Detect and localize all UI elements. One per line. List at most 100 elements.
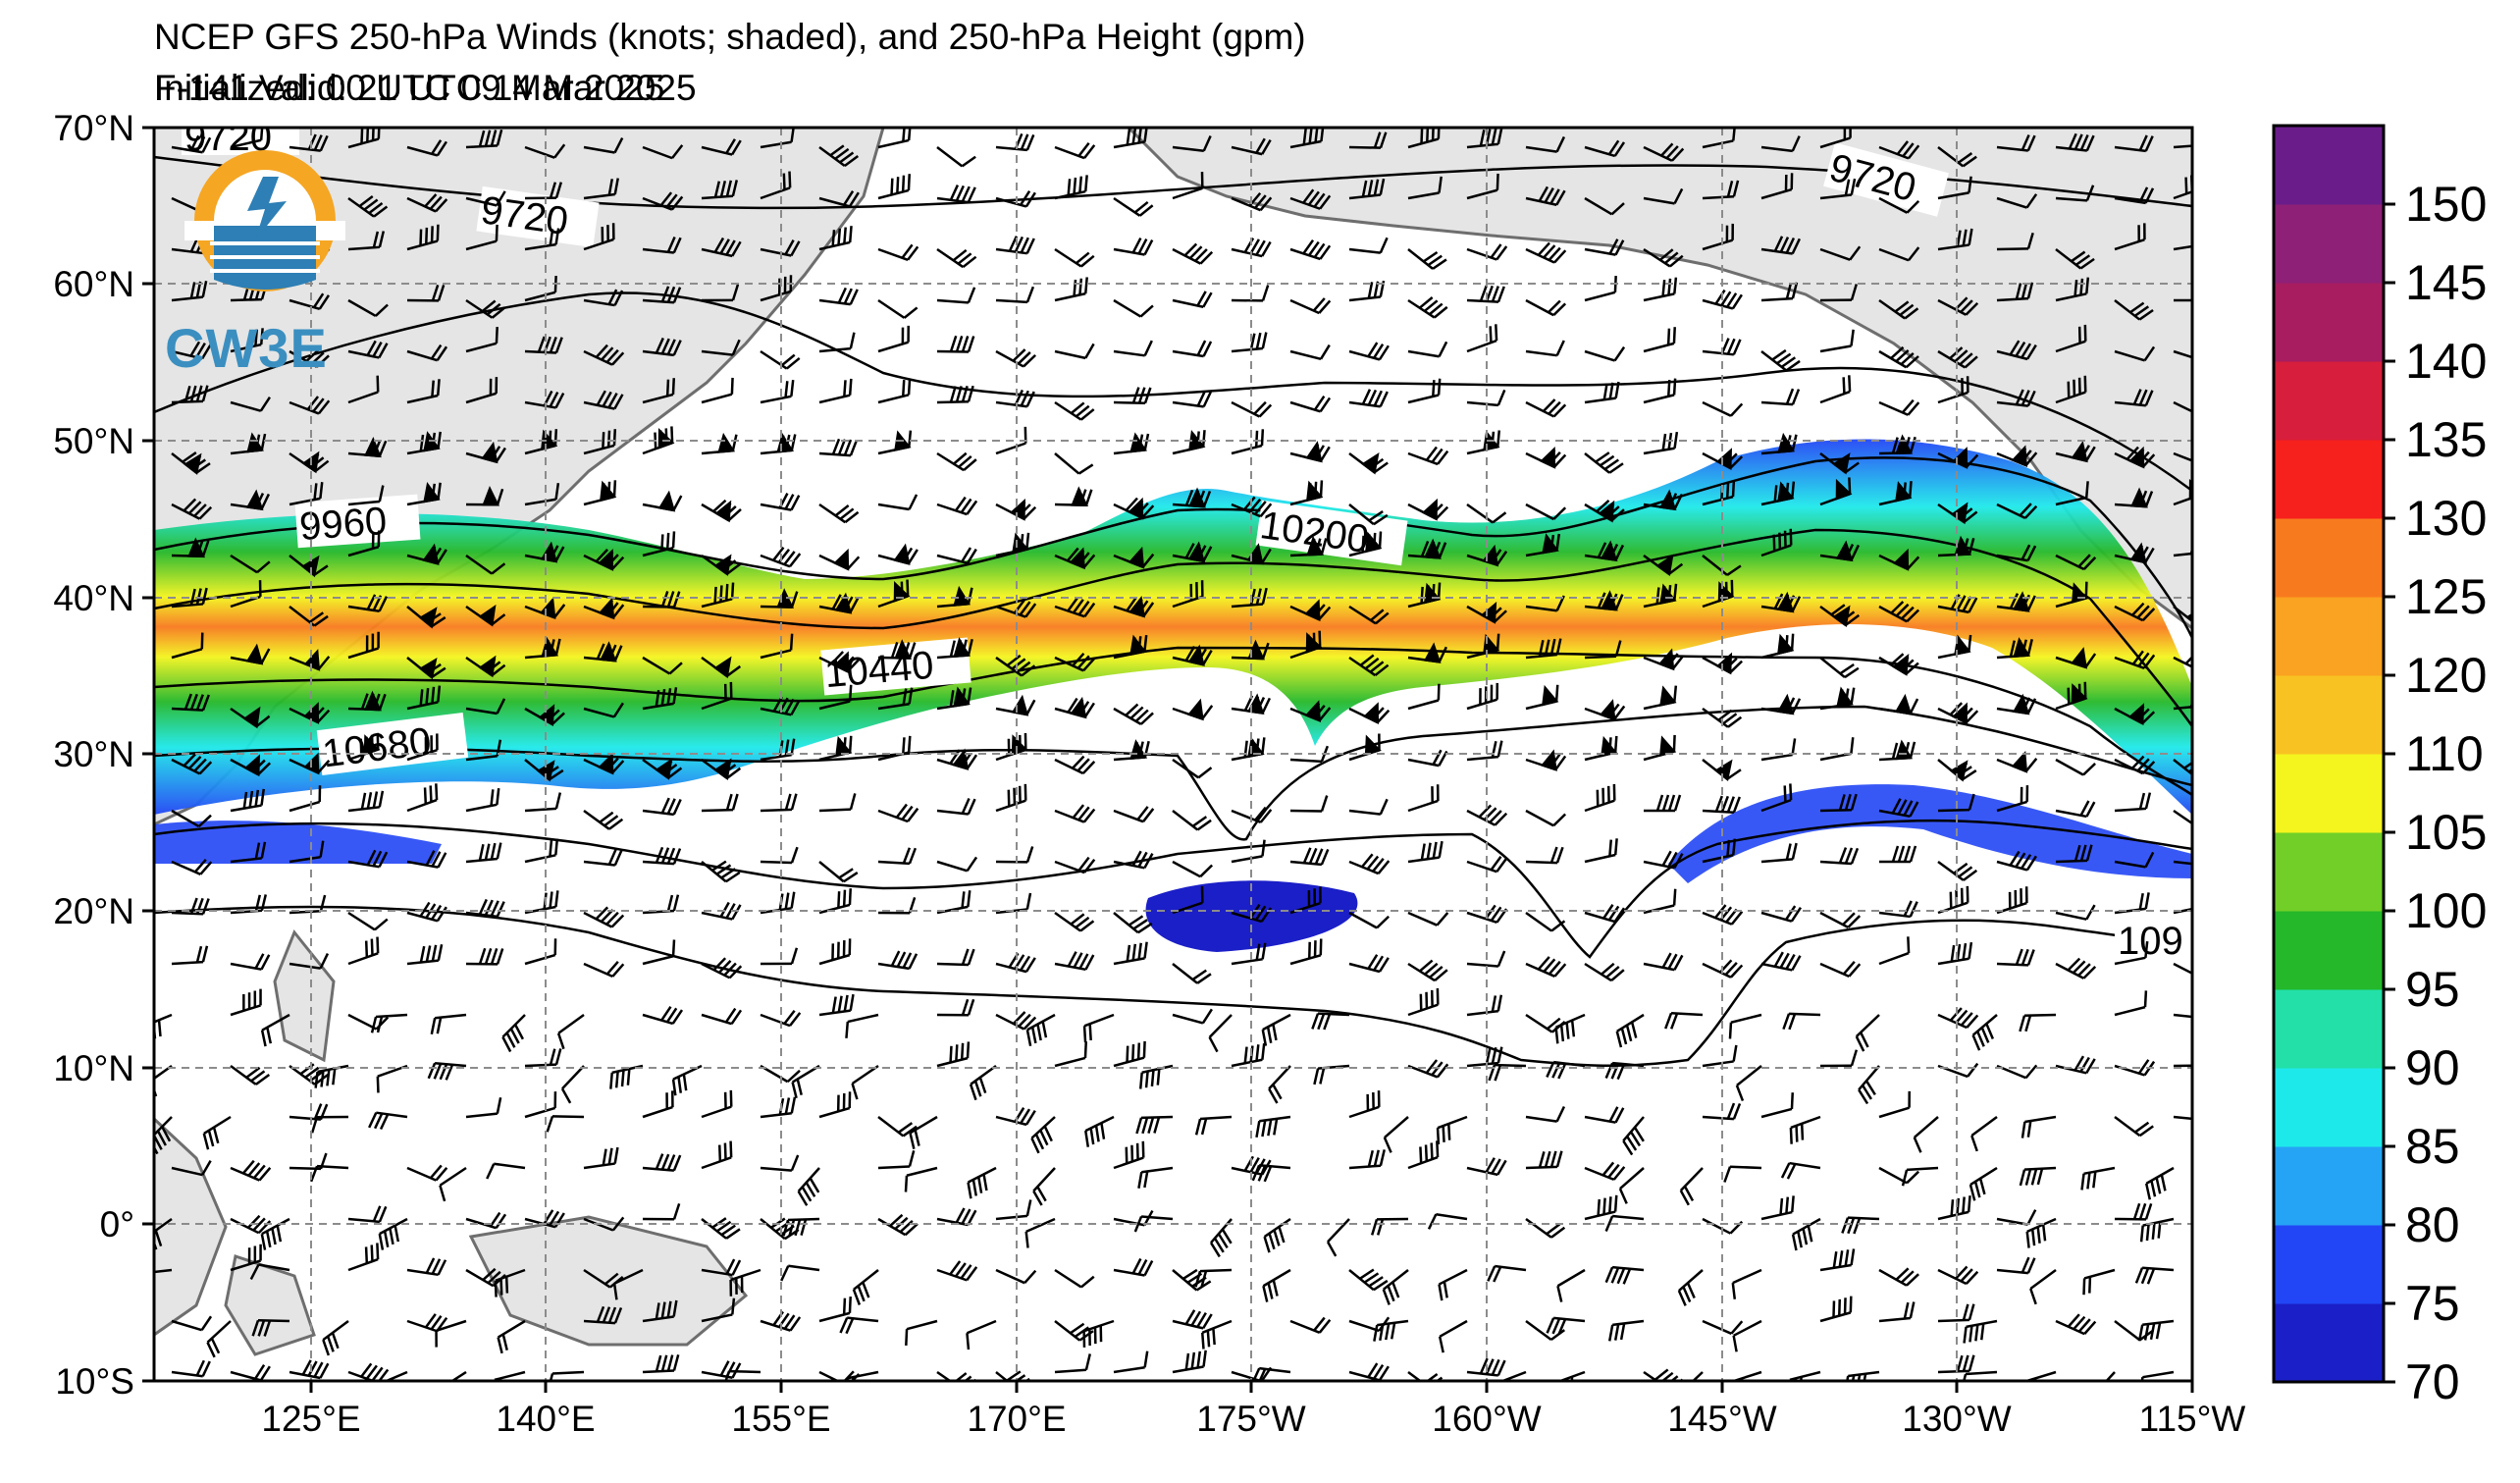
lat-label: 50°N bbox=[53, 421, 134, 461]
wind-barb bbox=[851, 1064, 879, 1100]
wind-barb bbox=[1584, 640, 1622, 660]
wind-barb bbox=[2114, 941, 2149, 966]
wind-barb bbox=[701, 377, 734, 404]
wind-barb bbox=[314, 1064, 349, 1088]
wind-barb bbox=[1025, 1013, 1056, 1046]
wind-barb bbox=[1113, 1257, 1154, 1277]
wind-barb bbox=[347, 340, 389, 359]
wind-barb bbox=[1996, 948, 2035, 967]
wind-barb bbox=[1878, 653, 1919, 676]
wind-barb bbox=[2114, 650, 2156, 669]
wind-barb bbox=[1427, 1212, 1468, 1230]
wind-barb bbox=[230, 1064, 271, 1086]
wind-barb bbox=[1138, 1064, 1174, 1089]
wind-barb bbox=[1054, 804, 1096, 823]
wind-barb bbox=[1054, 597, 1096, 618]
wind-barb bbox=[497, 1319, 526, 1354]
wind-barb bbox=[1466, 994, 1503, 1017]
wind-barb bbox=[1113, 1140, 1145, 1170]
wind-barb bbox=[701, 180, 739, 200]
wind-barb bbox=[1554, 1013, 1586, 1044]
wind-barb bbox=[1172, 1350, 1207, 1374]
wind-barb bbox=[2114, 186, 2155, 205]
wind-barb bbox=[1084, 1115, 1115, 1147]
wind-barb bbox=[1937, 146, 1977, 168]
colorbar-tick-label: 130 bbox=[2405, 491, 2487, 546]
colorbar-swatch bbox=[2274, 518, 2384, 598]
wind-barb bbox=[995, 1199, 1032, 1221]
wind-barb bbox=[486, 1162, 526, 1180]
wind-barb bbox=[1289, 630, 1323, 660]
wind-barb bbox=[583, 849, 623, 867]
wind-barb bbox=[2055, 441, 2096, 463]
colorbar-swatch bbox=[2274, 832, 2384, 912]
wind-barb bbox=[230, 396, 271, 412]
wind-barb bbox=[171, 693, 210, 712]
wind-barb bbox=[2082, 1268, 2116, 1296]
wind-barb bbox=[2114, 892, 2150, 915]
wind-barb bbox=[1584, 1161, 1626, 1182]
wind-barb bbox=[1584, 1194, 1618, 1221]
wind-barb bbox=[1937, 1354, 1975, 1374]
wind-barb bbox=[1937, 176, 1972, 200]
wind-barb bbox=[583, 641, 623, 662]
wind-barb bbox=[818, 1297, 852, 1323]
wind-barb bbox=[905, 1319, 938, 1346]
wind-barb bbox=[1231, 332, 1268, 353]
wind-barb bbox=[322, 1319, 349, 1356]
wind-barb bbox=[966, 1319, 997, 1351]
wind-barb bbox=[818, 793, 857, 813]
wind-barb bbox=[1348, 798, 1389, 816]
wind-barb bbox=[818, 332, 856, 353]
wind-barb bbox=[465, 1211, 507, 1230]
lat-label: 10°N bbox=[53, 1048, 134, 1088]
wind-barb bbox=[1231, 285, 1270, 302]
latitude-axis: 70°N 60°N 50°N 40°N 30°N 20°N 10°N 0° 10… bbox=[53, 108, 154, 1402]
wind-barb bbox=[1937, 376, 1969, 404]
wind-barb bbox=[642, 1153, 682, 1172]
wind-barb bbox=[1383, 1116, 1409, 1153]
wind-barb bbox=[642, 1005, 684, 1026]
wind-barb bbox=[1996, 751, 2038, 773]
wind-barb bbox=[583, 289, 624, 307]
wind-barb bbox=[492, 1370, 526, 1381]
wind-barb bbox=[406, 733, 439, 762]
wind-barb bbox=[465, 698, 506, 715]
wind-barb bbox=[642, 237, 682, 254]
wind-barb bbox=[1348, 1149, 1386, 1170]
wind-barb bbox=[642, 144, 684, 160]
colorbar-tick-label: 75 bbox=[2405, 1276, 2460, 1331]
wind-barb bbox=[347, 298, 389, 317]
wind-barb bbox=[1348, 654, 1390, 677]
wind-barb bbox=[1231, 639, 1270, 661]
wind-barb bbox=[583, 178, 619, 200]
wind-barb bbox=[289, 1359, 330, 1380]
wind-barb bbox=[1135, 1115, 1174, 1135]
wind-barb bbox=[2134, 1266, 2175, 1285]
wind-barb bbox=[1584, 139, 1626, 158]
wind-barb bbox=[818, 503, 860, 524]
wind-barb bbox=[1819, 452, 1860, 475]
wind-barb bbox=[1819, 329, 1855, 353]
wind-barb bbox=[1407, 987, 1440, 1017]
wind-barb bbox=[1525, 956, 1567, 978]
wind-barb bbox=[1760, 388, 1801, 406]
wind-barb bbox=[877, 639, 917, 660]
wind-barb bbox=[2025, 1217, 2057, 1248]
wind-barb bbox=[760, 846, 799, 865]
wind-barb bbox=[2173, 848, 2192, 867]
wind-barb bbox=[1172, 134, 1212, 152]
wind-barb bbox=[1348, 1362, 1390, 1381]
wind-barb bbox=[1289, 188, 1332, 210]
wind-barb bbox=[1172, 487, 1212, 508]
wind-barb bbox=[1348, 237, 1389, 254]
colorbar-swatch bbox=[2274, 1068, 2384, 1147]
wind-barb bbox=[1030, 1116, 1056, 1154]
wind-barb bbox=[2055, 132, 2095, 152]
longitude-axis: 125°E 140°E 155°E 170°E 175°W 160°W 145°… bbox=[261, 1381, 2245, 1439]
lon-label: 175°W bbox=[1196, 1399, 1306, 1439]
wind-barb bbox=[1289, 441, 1331, 463]
wind-barb bbox=[1113, 1351, 1149, 1374]
wind-barb bbox=[2173, 1049, 2192, 1068]
wind-barb bbox=[936, 1041, 971, 1068]
